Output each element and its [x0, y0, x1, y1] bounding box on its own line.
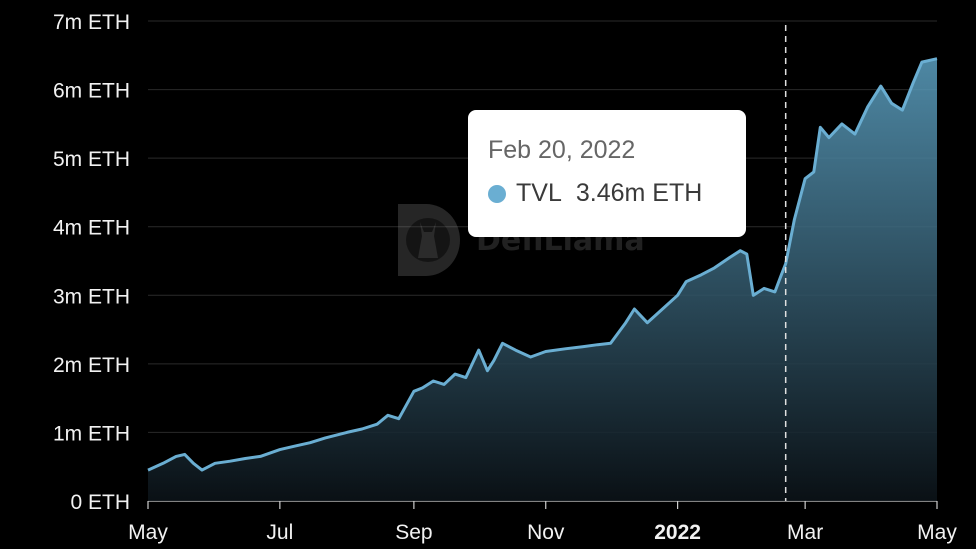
y-tick-label: 2m ETH: [53, 354, 130, 377]
tooltip-value: 3.46m ETH: [575, 179, 703, 207]
tooltip-row: TVL 3.46m ETH: [488, 179, 726, 208]
tooltip-series-label: TVL: [516, 179, 562, 207]
llama-logo-icon: [398, 204, 460, 276]
tvl-area: [148, 58, 937, 501]
y-tick-label: 1m ETH: [53, 422, 130, 445]
y-tick-label: 3m ETH: [53, 285, 130, 308]
y-tick-label: 7m ETH: [53, 11, 130, 34]
x-tick-label: 2022: [654, 521, 701, 544]
hover-tooltip: Feb 20, 2022 TVL 3.46m ETH: [468, 110, 746, 237]
x-tick-label: Sep: [395, 521, 432, 544]
x-axis: May Jul Sep Nov 2022 Mar May: [128, 500, 957, 544]
tooltip-date: Feb 20, 2022: [488, 136, 636, 164]
y-axis: 0 ETH 1m ETH 2m ETH 3m ETH 4m ETH 5m ETH 6m ET…: [53, 11, 130, 514]
series-dot-icon: [488, 184, 506, 203]
y-tick-label: 6m ETH: [53, 80, 130, 103]
x-tick-label: Mar: [787, 521, 823, 544]
x-tick-label: Nov: [527, 521, 565, 544]
x-tick-label: Jul: [266, 521, 293, 544]
x-tick-label: May: [128, 521, 168, 544]
tvl-line: [147, 57, 938, 472]
y-tick-label: 0 ETH: [70, 491, 130, 514]
y-tick-label: 5m ETH: [53, 148, 130, 171]
x-tick-label: May: [917, 521, 957, 544]
y-tick-label: 4m ETH: [53, 217, 130, 240]
